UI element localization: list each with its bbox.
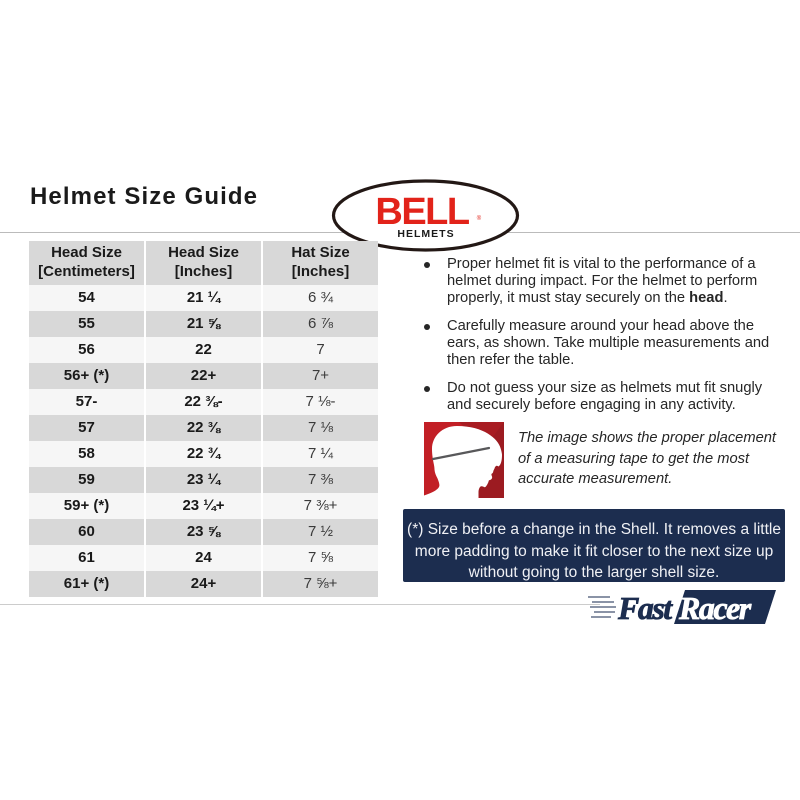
svg-text:HELMETS: HELMETS — [397, 228, 454, 240]
svg-text:Fast: Fast — [617, 590, 673, 626]
svg-text:Racer: Racer — [678, 590, 752, 626]
svg-text:BELL: BELL — [375, 191, 470, 233]
svg-text:®: ® — [477, 215, 482, 222]
